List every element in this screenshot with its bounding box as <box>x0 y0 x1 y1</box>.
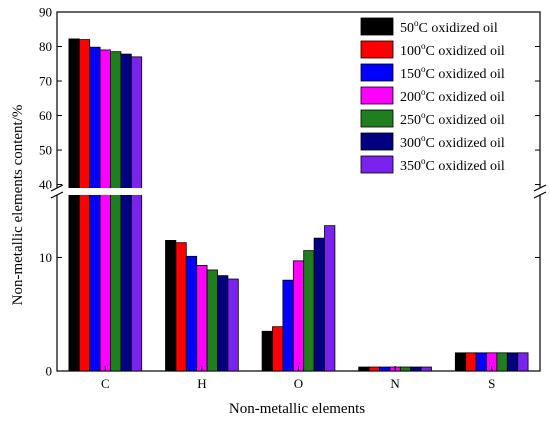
y-tick-label-high-70: 70 <box>39 74 52 89</box>
bar-O-200 <box>292 260 305 372</box>
legend-swatch-300 <box>360 132 394 151</box>
bar-C-150 <box>89 46 101 372</box>
bar-H-250 <box>206 269 218 372</box>
bar-O-150 <box>282 279 294 372</box>
legend-swatch-250 <box>360 109 394 128</box>
x-axis-title: Non-metallic elements <box>229 401 365 417</box>
y-tick-label-high-50: 50 <box>39 143 52 158</box>
bar-N-50 <box>358 366 370 372</box>
bars <box>68 38 529 372</box>
bar-O-100 <box>272 326 284 372</box>
bar-S-250 <box>496 352 508 372</box>
bar-N-150 <box>379 366 391 372</box>
bar-H-300 <box>217 275 229 372</box>
y-tick-label-high-90: 90 <box>39 5 52 20</box>
bar-N-300 <box>410 366 422 372</box>
break-band-right <box>537 188 543 195</box>
y-tick-label-low-0: 0 <box>46 364 53 379</box>
bar-O-350 <box>324 225 336 372</box>
axis-break <box>49 184 547 199</box>
legend-swatch-100 <box>360 40 394 59</box>
bar-N-250 <box>399 366 412 372</box>
bar-C-250 <box>110 51 122 372</box>
legend-swatch-200 <box>360 86 394 105</box>
bar-N-100 <box>368 366 380 372</box>
legend-swatch-350 <box>360 155 394 174</box>
y-tick-label-high-80: 80 <box>39 39 52 54</box>
x-tick-label-N: N <box>390 376 400 391</box>
legend: 50oC oxidized oil 100oC oxidized oil 150oC… <box>360 17 505 174</box>
break-mark-left-0 <box>50 184 64 192</box>
bar-S-150 <box>475 352 487 372</box>
bar-O-50 <box>261 330 273 372</box>
bar-C-200 <box>99 49 111 372</box>
y-tick-label-high-60: 60 <box>39 108 52 123</box>
bar-O-250 <box>303 250 315 372</box>
bar-O-300 <box>313 237 325 372</box>
bar-S-300 <box>506 352 519 372</box>
bar-C-50 <box>68 38 80 372</box>
bar-H-100 <box>175 242 187 372</box>
legend-label-200: 200oC oxidized oil <box>400 87 505 105</box>
x-tick-label-O: O <box>294 376 303 391</box>
x-tick-label-S: S <box>488 376 495 391</box>
legend-label-150: 150oC oxidized oil <box>400 64 505 82</box>
bar-S-50 <box>454 352 467 372</box>
bar-H-150 <box>185 255 198 372</box>
legend-swatch-150 <box>360 63 394 82</box>
bar-N-350 <box>420 366 432 372</box>
bar-H-200 <box>196 264 208 372</box>
bar-H-350 <box>227 278 239 372</box>
y-axis-title: Non-metallic elements content/% <box>10 105 26 306</box>
bar-C-350 <box>130 56 143 372</box>
bar-H-50 <box>165 240 177 372</box>
y-axis: 0 10 40 50 60 70 80 90 <box>39 5 540 379</box>
break-band <box>49 188 149 195</box>
y-tick-label-low-10: 10 <box>39 250 52 265</box>
x-tick-label-C: C <box>101 376 110 391</box>
y-tick-label-high-40: 40 <box>39 177 52 192</box>
legend-label-250: 250oC oxidized oil <box>400 110 505 128</box>
break-mark-right-1 <box>533 191 547 199</box>
legend-label-300: 300oC oxidized oil <box>400 133 505 151</box>
break-mark-right-0 <box>533 184 547 192</box>
legend-swatch-50 <box>360 17 394 36</box>
legend-label-50: 50oC oxidized oil <box>400 18 498 36</box>
x-tick-label-H: H <box>197 376 206 391</box>
bar-S-350 <box>517 352 529 372</box>
bar-C-300 <box>120 53 132 372</box>
legend-label-350: 350oC oxidized oil <box>400 156 505 174</box>
bar-S-100 <box>465 352 477 372</box>
break-mark-left-1 <box>50 191 64 199</box>
bar-C-100 <box>78 39 91 372</box>
legend-label-100: 100oC oxidized oil <box>400 41 505 59</box>
